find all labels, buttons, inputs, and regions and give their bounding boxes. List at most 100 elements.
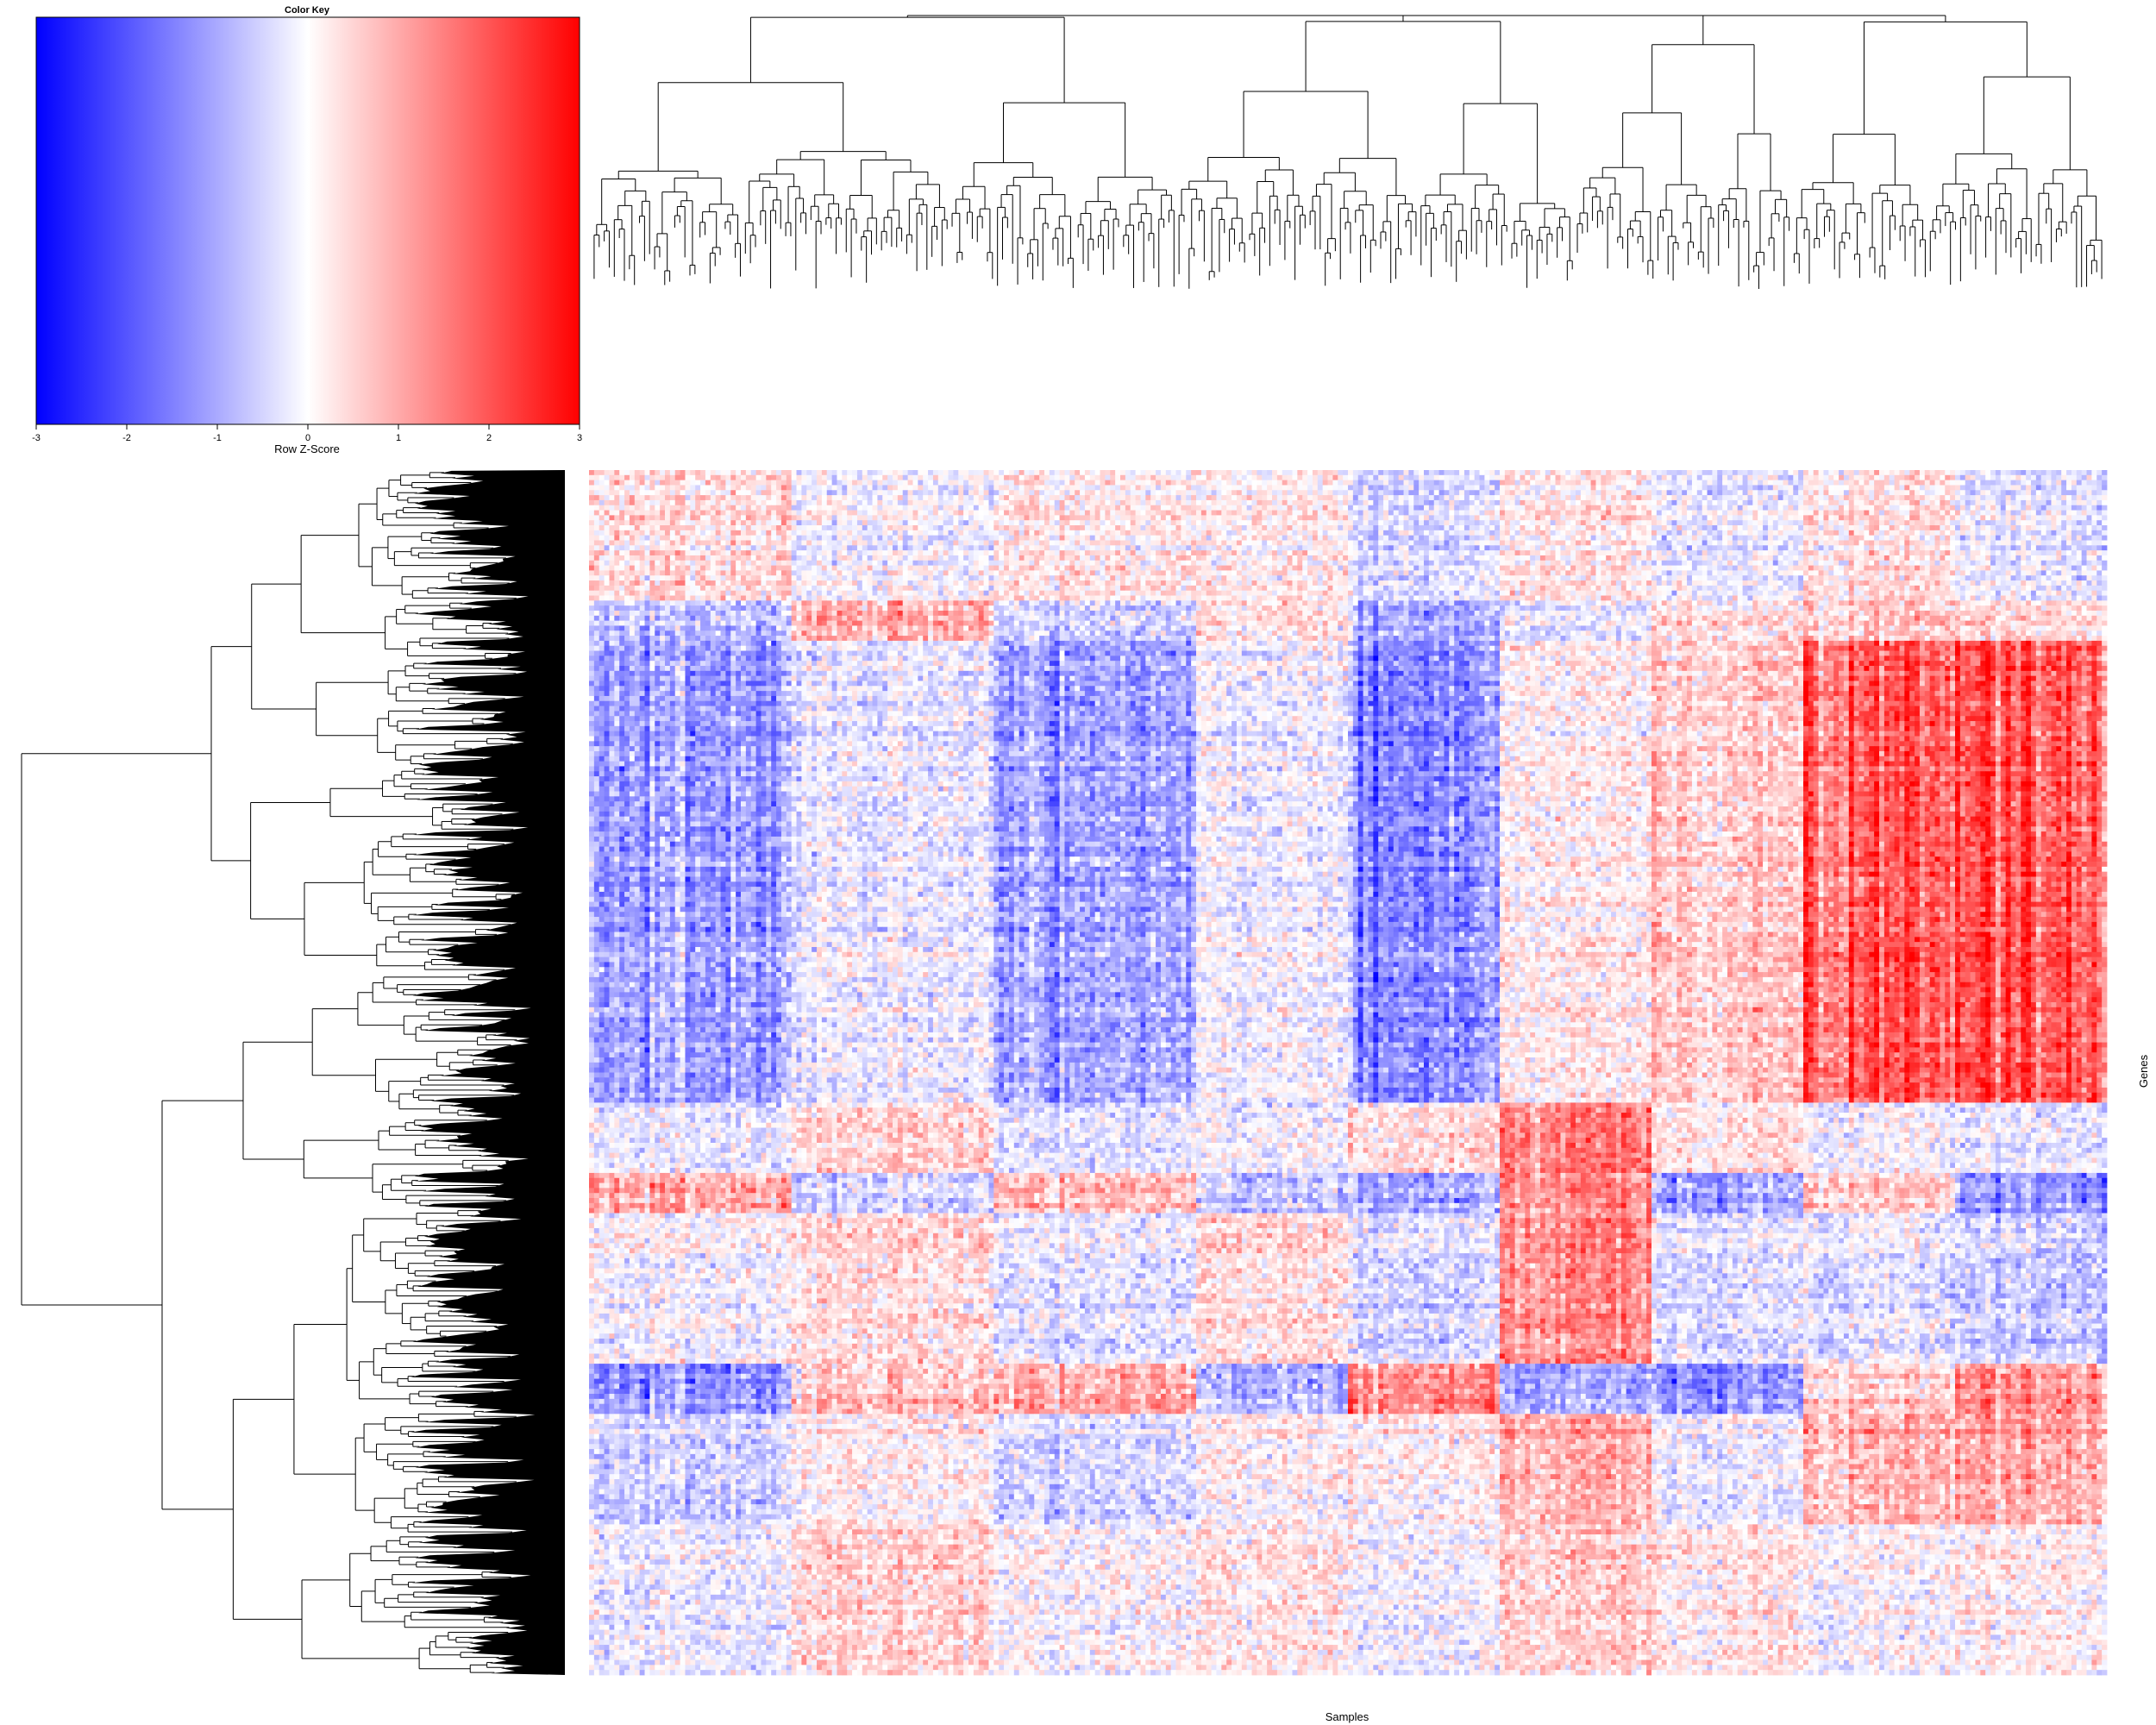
- heatmap-cell: [1864, 490, 1869, 495]
- heatmap-cell: [711, 495, 716, 500]
- heatmap-cell: [1752, 480, 1758, 486]
- heatmap-cell: [771, 500, 776, 505]
- heatmap-cell: [1181, 480, 1186, 486]
- heatmap-cell: [1641, 475, 1646, 480]
- heatmap-cell: [1773, 475, 1778, 480]
- heatmap-cell: [1833, 490, 1839, 495]
- heatmap-cell: [1971, 500, 1976, 505]
- heatmap-cell: [1464, 470, 1470, 475]
- heatmap-cell: [1747, 470, 1752, 475]
- heatmap-cell: [1221, 485, 1226, 490]
- heatmap-cell: [1095, 500, 1100, 505]
- heatmap-cell: [1556, 495, 1561, 500]
- heatmap-cell: [1793, 480, 1798, 486]
- heatmap-cell: [1595, 470, 1601, 475]
- heatmap-cell: [1394, 490, 1399, 495]
- heatmap-cell: [1060, 485, 1065, 490]
- heatmap-cell: [1551, 495, 1556, 500]
- heatmap-cell: [1212, 490, 1217, 495]
- heatmap-cell: [882, 475, 887, 480]
- heatmap-cell: [594, 475, 599, 480]
- heatmap-cell: [1530, 490, 1535, 495]
- heatmap-cell: [1621, 475, 1626, 480]
- heatmap-cell: [1100, 475, 1106, 480]
- heatmap-cell: [589, 475, 594, 480]
- heatmap-cell: [2056, 485, 2061, 490]
- heatmap-cell: [736, 490, 741, 495]
- heatmap-cell: [741, 490, 746, 495]
- heatmap-cell: [1530, 485, 1535, 490]
- heatmap-cell: [923, 480, 928, 486]
- heatmap-cell: [1140, 475, 1145, 480]
- heatmap-cell: [1591, 495, 1596, 500]
- heatmap-cell: [1358, 490, 1363, 495]
- heatmap-cell: [1551, 470, 1556, 475]
- heatmap-cell: [1136, 500, 1141, 505]
- heatmap-cell: [1510, 495, 1515, 500]
- heatmap-cell: [1186, 470, 1191, 475]
- heatmap-cell: [2051, 490, 2056, 495]
- heatmap-cell: [1864, 475, 1869, 480]
- heatmap-cell: [1909, 475, 1915, 480]
- heatmap-cell: [614, 490, 619, 495]
- heatmap-cell: [1515, 470, 1520, 475]
- heatmap-cell: [1085, 485, 1090, 490]
- heatmap-cell: [974, 475, 979, 480]
- heatmap-cell: [2091, 475, 2096, 480]
- heatmap-cell: [614, 495, 619, 500]
- heatmap-cell: [1120, 470, 1125, 475]
- heatmap-cell: [1439, 490, 1445, 495]
- heatmap-cell: [1849, 490, 1854, 495]
- heatmap-cell: [806, 505, 812, 511]
- heatmap-cell: [1980, 480, 1985, 486]
- heatmap-cell: [1439, 485, 1445, 490]
- heatmap-cell: [1358, 470, 1363, 475]
- heatmap-cell: [842, 470, 847, 475]
- heatmap-cell: [1920, 475, 1925, 480]
- heatmap-cell: [1859, 495, 1865, 500]
- heatmap-cell: [619, 500, 624, 505]
- heatmap-cell: [1874, 475, 1879, 480]
- heatmap-cell: [1373, 470, 1378, 475]
- heatmap-cell: [711, 500, 716, 505]
- heatmap-cell: [1819, 480, 1824, 486]
- heatmap-cell: [1708, 470, 1713, 475]
- heatmap-cell: [665, 475, 670, 480]
- heatmap-cell: [1470, 500, 1475, 505]
- heatmap-cell: [756, 470, 761, 475]
- heatmap-cell: [999, 500, 1004, 505]
- heatmap-cell: [1515, 490, 1520, 495]
- heatmap-cell: [1945, 500, 1950, 505]
- heatmap-cell: [1632, 485, 1637, 490]
- heatmap-cell: [882, 505, 887, 511]
- heatmap-cell: [1727, 490, 1733, 495]
- heatmap-cell: [1636, 490, 1641, 495]
- heatmap-cell: [1318, 500, 1323, 505]
- heatmap-cell: [1798, 485, 1803, 490]
- heatmap-cell: [1747, 475, 1752, 480]
- heatmap-cell: [1449, 495, 1454, 500]
- heatmap-cell: [1697, 500, 1702, 505]
- heatmap-cell: [1105, 480, 1110, 486]
- heatmap-cell: [635, 505, 640, 511]
- heatmap-cell: [1449, 500, 1454, 505]
- heatmap-cell: [1156, 480, 1161, 486]
- heatmap-cell: [736, 480, 741, 486]
- heatmap-cell: [1925, 475, 1930, 480]
- heatmap-cell: [868, 480, 873, 486]
- heatmap-cell: [1069, 470, 1075, 475]
- heatmap-cell: [776, 480, 781, 486]
- heatmap-cell: [1394, 485, 1399, 490]
- heatmap-cell: [862, 490, 868, 495]
- heatmap-cell: [963, 480, 968, 486]
- heatmap-cell: [614, 475, 619, 480]
- heatmap-cell: [2102, 470, 2107, 475]
- heatmap-cell: [857, 500, 862, 505]
- heatmap-cell: [1551, 485, 1556, 490]
- heatmap-cell: [2031, 495, 2036, 500]
- heatmap-cell: [1399, 495, 1404, 500]
- heatmap-cell: [614, 485, 619, 490]
- heatmap-cell: [1363, 470, 1369, 475]
- heatmap-cell: [624, 490, 630, 495]
- heatmap-cell: [1915, 490, 1920, 495]
